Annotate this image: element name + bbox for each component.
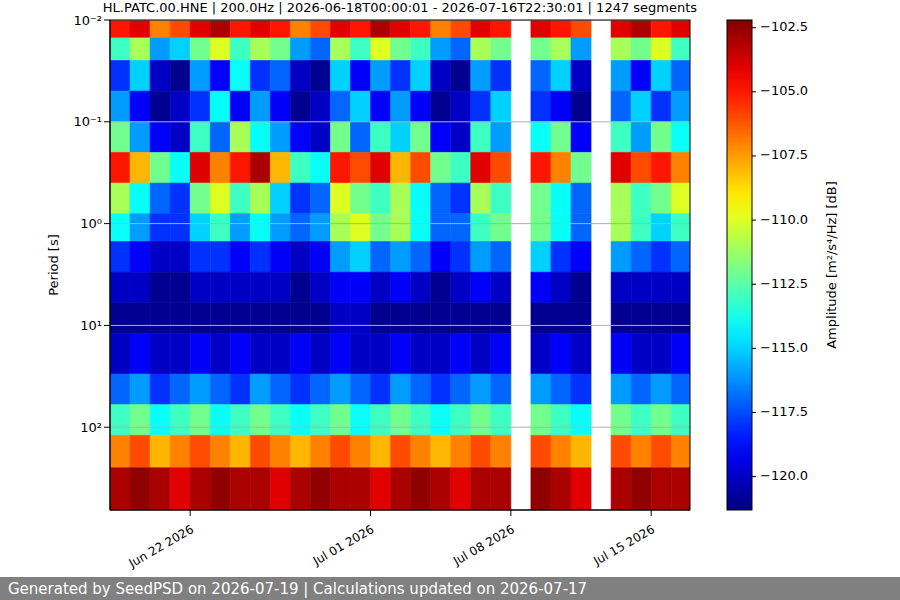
svg-text:10⁻²: 10⁻²: [73, 13, 102, 28]
svg-text:−117.5: −117.5: [760, 404, 808, 419]
svg-text:10⁰: 10⁰: [80, 216, 102, 231]
svg-text:−110.0: −110.0: [760, 212, 808, 227]
svg-text:−112.5: −112.5: [760, 276, 808, 291]
svg-text:Period [s]: Period [s]: [46, 234, 61, 296]
svg-text:Jul 08 2026: Jul 08 2026: [450, 522, 517, 569]
svg-text:Jul 15 2026: Jul 15 2026: [590, 522, 657, 569]
svg-text:−107.5: −107.5: [760, 147, 808, 162]
svg-text:Jun 22 2026: Jun 22 2026: [126, 522, 196, 571]
svg-text:−105.0: −105.0: [760, 83, 808, 98]
svg-text:10²: 10²: [80, 420, 102, 435]
svg-text:Amplitude [m²/s⁴/Hz] [dB]: Amplitude [m²/s⁴/Hz] [dB]: [824, 181, 839, 349]
svg-text:10¹: 10¹: [80, 318, 102, 333]
svg-text:Jul 01 2026: Jul 01 2026: [310, 522, 377, 569]
svg-text:−115.0: −115.0: [760, 340, 808, 355]
svg-text:HL.PATC.00.HNE | 200.0Hz | 202: HL.PATC.00.HNE | 200.0Hz | 2026-06-18T00…: [103, 0, 698, 15]
svg-text:Generated by SeedPSD on 2026-0: Generated by SeedPSD on 2026-07-19 | Cal…: [8, 580, 587, 598]
svg-text:−120.0: −120.0: [760, 468, 808, 483]
svg-text:−102.5: −102.5: [760, 19, 808, 34]
svg-text:10⁻¹: 10⁻¹: [73, 114, 102, 129]
